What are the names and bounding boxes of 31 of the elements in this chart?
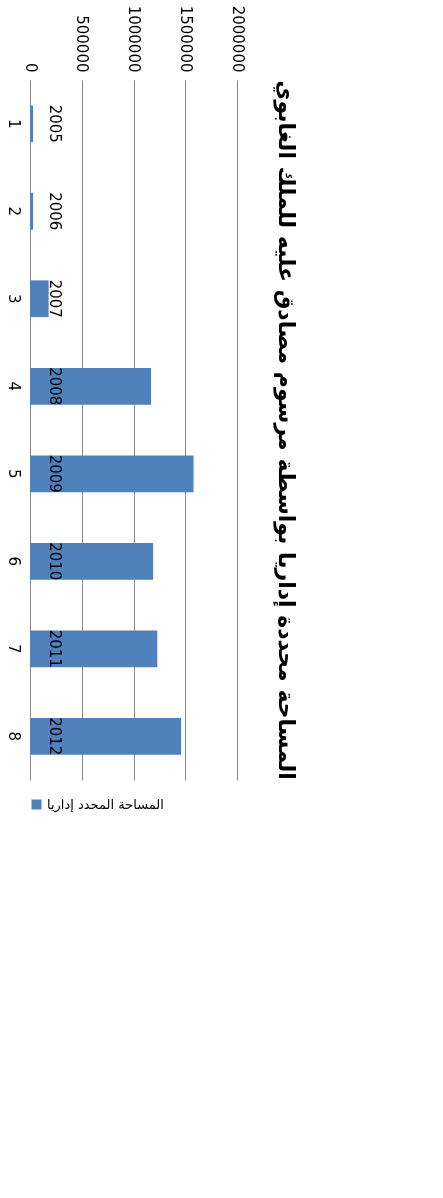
y-tick-label: 8 xyxy=(4,731,23,742)
annotation: 2009 xyxy=(46,454,64,493)
bar xyxy=(30,542,154,580)
y-tick-label: 1 xyxy=(4,118,23,129)
bar xyxy=(30,192,34,230)
bar xyxy=(30,367,152,405)
x-tick-label: 2000000 xyxy=(228,5,247,73)
x-tick-label: 1500000 xyxy=(176,5,195,73)
bar xyxy=(30,630,158,668)
annotation: 2006 xyxy=(46,192,64,231)
y-tick-label: 6 xyxy=(4,556,23,567)
bar xyxy=(30,105,34,143)
x-tick-label: 1000000 xyxy=(125,5,143,73)
y-tick-label: 2 xyxy=(4,206,23,217)
bar xyxy=(30,455,194,493)
y-tick-label: 7 xyxy=(4,643,23,654)
annotation: 2011 xyxy=(46,629,64,668)
y-tick-label: 4 xyxy=(4,381,23,392)
annotation: 2012 xyxy=(46,717,64,756)
text: المساحة محددة إداريا بواسطة مرسوم مصادق عليه للملك الغابوي xyxy=(273,80,299,780)
annotation: 2010 xyxy=(46,542,64,581)
annotation: 2008 xyxy=(46,367,64,406)
y-tick-label: 3 xyxy=(4,293,23,304)
bar xyxy=(30,280,49,318)
bar xyxy=(30,717,182,755)
x-tick-label: 0 xyxy=(21,62,40,73)
x-tick-label: 500000 xyxy=(73,15,92,73)
legend-label: المساحة المحدد إداريا xyxy=(47,796,164,813)
annotation: 2007 xyxy=(46,279,64,318)
annotation: 2005 xyxy=(46,104,64,143)
y-tick-label: 5 xyxy=(4,468,23,479)
